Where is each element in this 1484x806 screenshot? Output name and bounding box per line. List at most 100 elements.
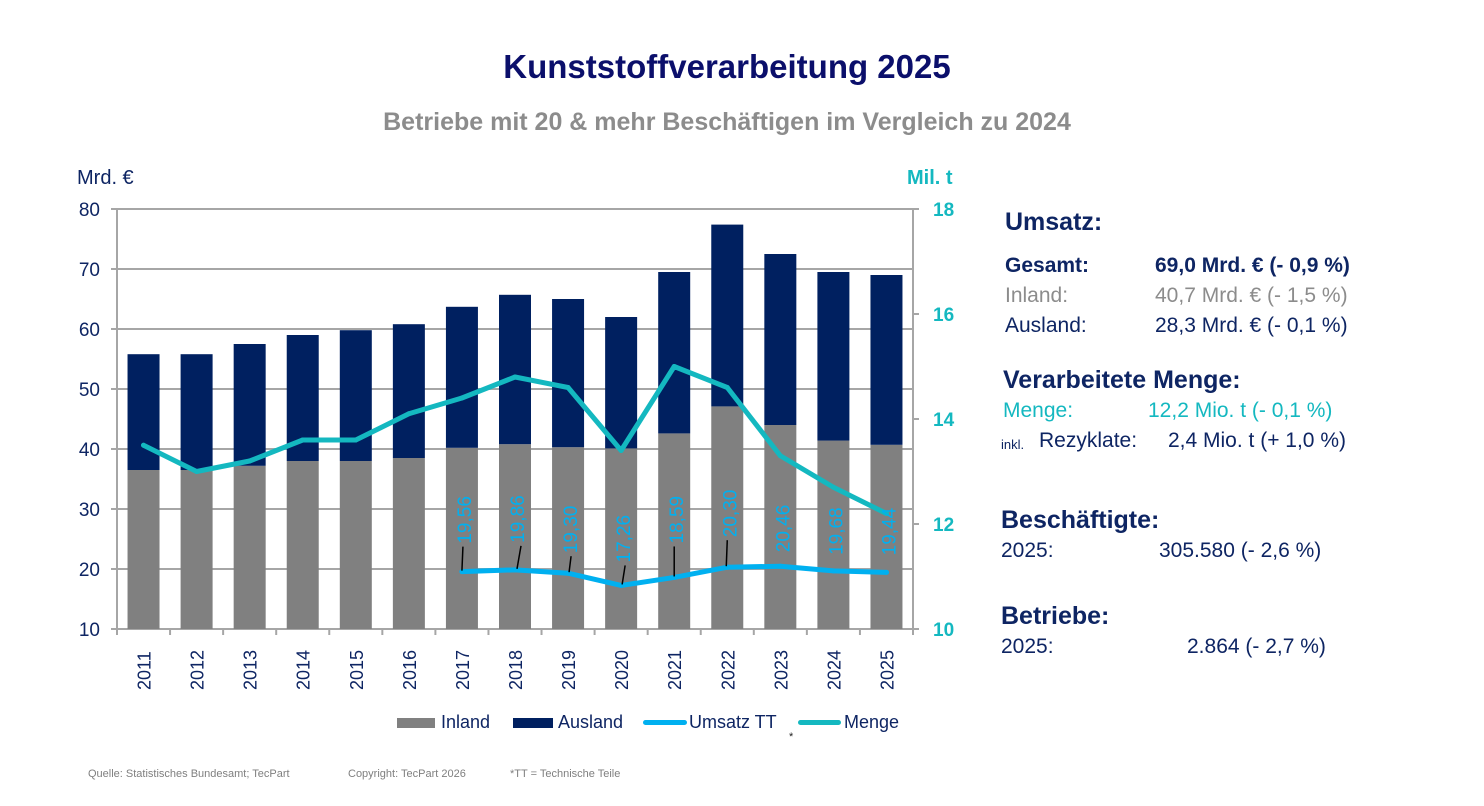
inland-label: Inland: [1005,284,1069,307]
bar-ausland [180,354,213,470]
legend-swatch-ausland [513,718,553,728]
bar-inland [711,406,744,629]
bar-ausland [233,344,266,466]
point-menge [565,385,571,390]
point-menge [883,511,889,516]
data-label-umsatz-tt: 19,86 [508,495,529,543]
bar-inland [180,470,213,629]
bar-inland [817,440,850,629]
x-tick-label: 2015 [347,650,367,690]
left-axis-unit: Mrd. € [77,167,134,189]
bar-ausland [499,294,531,445]
axes: 80 70 60 50 40 30 20 10 18 16 14 12 10 2011 2012 2013 20… [79,200,955,690]
point-umsatz-tt [724,564,730,570]
legend-line-umsatz-tt [643,720,687,725]
bar-inland [552,447,585,629]
inland-value: 40,7 Mrd. € (- 1,5 %) [1155,284,1348,307]
data-label-umsatz-tt: 20,30 [720,490,741,538]
point-umsatz-tt [671,574,677,580]
legend-label-menge: Menge [844,712,900,732]
point-menge [724,385,730,390]
left-tick-label: 80 [79,200,100,221]
legend-label-umsatz-tt: Umsatz TT [689,712,777,732]
inkl-label: inkl. [1001,437,1025,452]
data-label-umsatz-tt: 19,56 [455,496,476,544]
menge-heading: Verarbeitete Menge: [1003,366,1241,394]
point-umsatz-tt [512,567,518,573]
right-tick-label: 18 [933,200,954,221]
data-label-umsatz-tt: 20,46 [773,505,794,553]
point-menge [671,364,677,369]
ausland-label: Ausland: [1005,314,1087,337]
bar-ausland [817,272,850,441]
point-menge [194,469,200,474]
betriebe-heading: Betriebe: [1001,602,1110,630]
beschaeftigte-year: 2025: [1001,539,1054,562]
point-menge [300,437,306,443]
bar-inland [339,461,372,629]
point-menge [247,458,253,464]
x-tick-label: 2019 [559,650,579,690]
ausland-value: 28,3 Mrd. € (- 0,1 %) [1155,314,1348,337]
bar-inland [127,470,160,629]
left-tick-label: 40 [79,440,100,461]
bar-ausland [870,275,903,445]
betriebe-year: 2025: [1001,635,1054,658]
x-tick-label: 2018 [506,650,526,690]
right-tick-label: 12 [933,515,954,536]
bar-ausland [552,299,585,448]
right-axis-unit: Mil. t [907,167,953,189]
leader-line [725,540,729,567]
x-tick-label: 2014 [294,650,314,690]
x-tick-label: 2020 [612,650,632,690]
bar-ausland [658,272,691,434]
data-label-umsatz-tt: 17,26 [614,515,635,563]
bar-inland [499,444,531,629]
point-menge [618,448,624,453]
leader-line [461,546,464,571]
rezyklate-label: Rezyklate: [1039,429,1138,452]
point-umsatz-tt [830,568,836,574]
point-menge [830,484,836,490]
data-label-umsatz-tt: 18,59 [667,496,688,544]
leader-line [516,545,522,569]
chart-title: Kunststoffverarbeitung 2025 [503,48,951,85]
leader-line [568,556,572,573]
beschaeftigte-value: 305.580 (- 2,6 %) [1159,539,1322,562]
betriebe-value: 2.864 (- 2,7 %) [1187,635,1326,658]
point-menge [353,437,359,443]
data-label-umsatz-tt: 19,44 [879,507,900,555]
lines [141,364,889,588]
point-menge [777,453,783,459]
umsatz-heading: Umsatz: [1005,208,1103,236]
legend-label-inland: Inland [441,712,491,732]
x-tick-label: 2011 [135,651,155,690]
bar-ausland [711,224,744,407]
footer-copyright: Copyright: TecPart 2026 [348,768,466,780]
left-tick-label: 70 [79,260,100,281]
menge-label: Menge: [1003,399,1074,422]
legend-swatch-inland [397,718,435,728]
x-tick-label: 2013 [241,650,261,690]
chart-subtitle: Betriebe mit 20 & mehr Beschäftigen im V… [383,108,1071,136]
right-tick-label: 16 [933,305,954,326]
data-labels: 19,56 19,86 19,30 17,26 18,59 20,30 20,46 19,68… [455,490,900,585]
point-menge [141,442,147,448]
bar-inland [286,461,319,629]
point-menge [512,374,518,380]
bar-inland [233,465,266,629]
point-umsatz-tt [883,569,889,575]
menge-value: 12,2 Mio. t (- 0,1 %) [1148,399,1333,422]
bar-inland [392,458,425,629]
left-tick-label: 20 [79,560,100,581]
x-tick-label: 2023 [771,650,791,690]
beschaeftigte-heading: Beschäftigte: [1001,506,1160,534]
x-tick-label: 2022 [718,650,738,690]
data-label-umsatz-tt: 19,68 [826,507,847,555]
legend-note-asterisk: * [789,731,794,743]
right-tick-label: 10 [933,620,954,641]
footer-source: Quelle: Statistisches Bundesamt; TecPart [88,768,290,780]
x-tick-label: 2021 [665,650,685,690]
x-tick-label: 2025 [877,650,897,690]
